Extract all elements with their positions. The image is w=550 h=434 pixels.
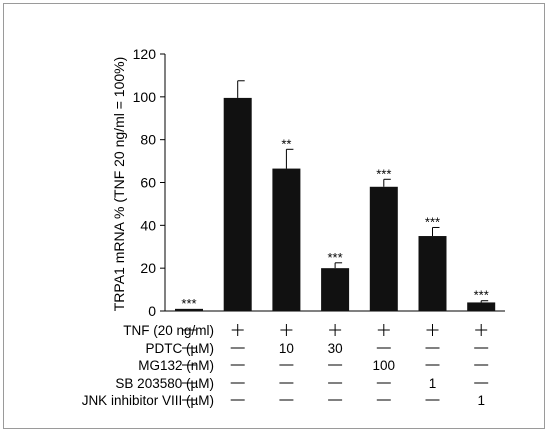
y-axis-label: TRPA1 mRNA % (TNF 20 ng/ml = 100%) (111, 57, 127, 312)
significance-label: *** (474, 288, 489, 303)
bar (321, 268, 350, 311)
significance-label: ** (281, 136, 291, 151)
significance-label: *** (425, 214, 440, 229)
condition-label: TNF (20 ng/ml) (123, 323, 214, 338)
bar (369, 186, 398, 311)
condition-label: MG132 (nM) (138, 358, 214, 373)
condition-label: JNK inhibitor VIII (µM) (82, 393, 214, 408)
y-tick-label: 60 (140, 175, 156, 191)
significance-label: *** (181, 296, 196, 311)
condition-label: PDTC (µM) (145, 341, 214, 356)
significance-label: *** (376, 166, 391, 181)
y-tick-label: 120 (133, 46, 157, 62)
condition-value: 10 (279, 341, 294, 356)
condition-value: 1 (429, 376, 437, 391)
y-tick-label: 0 (148, 303, 156, 319)
bar (467, 302, 496, 311)
y-tick-label: 100 (133, 89, 157, 105)
bar (272, 168, 301, 311)
significance-label: *** (328, 250, 343, 265)
y-tick-label: 20 (140, 260, 156, 276)
y-tick-label: 80 (140, 132, 156, 148)
bar (418, 236, 447, 311)
condition-label: SB 203580 (µM) (115, 376, 214, 391)
bar (223, 97, 252, 311)
condition-value: 1 (477, 393, 485, 408)
condition-value: 100 (373, 358, 396, 373)
condition-value: 30 (328, 341, 343, 356)
y-tick-label: 40 (140, 217, 156, 233)
bar (175, 308, 203, 311)
